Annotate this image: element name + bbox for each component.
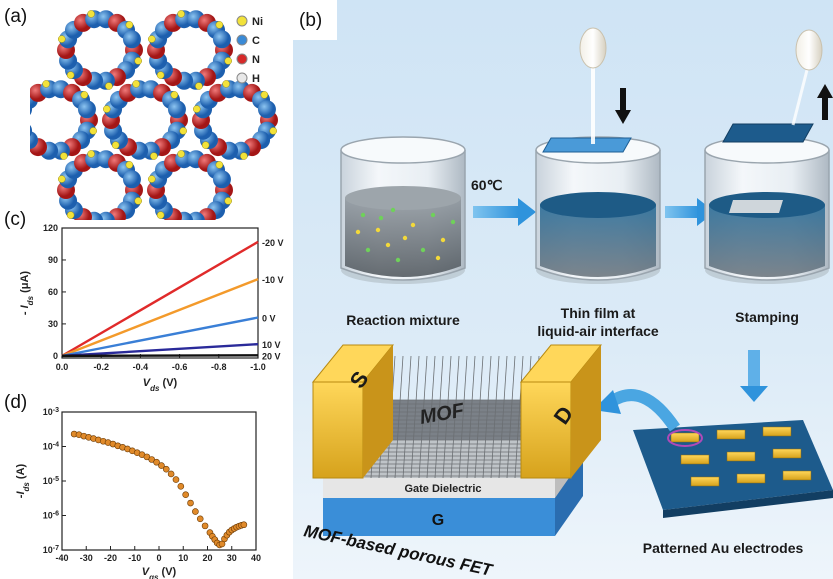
data-point [153,458,160,466]
electrodes-caption: Patterned Au electrodes [643,540,804,556]
chart-d-frame [61,411,257,551]
chart-d-xtick-label: -30 [80,553,93,563]
c-legend-marker [236,34,248,46]
gate-label: G [432,512,444,529]
chart-d-xtick-label: 10 [178,553,188,563]
reaction-caption: Reaction mixture [346,312,460,328]
c-legend-label: C [252,35,260,47]
label-box [293,0,337,40]
chart-c-xtick-label: -0.4 [133,362,149,372]
chart-d-ytick-label: 10-3 [43,407,59,418]
chart-c-xtick-label: -0.8 [211,362,227,372]
series-label-1: -10 V [262,275,284,285]
chart-d-xlabel: Vgs (V) [142,566,177,579]
film-caption-line1: Thin film at [561,305,636,321]
chart-c-ytick-label: 30 [48,319,58,329]
chart-d-xtick-label: -40 [55,553,68,563]
stamping-caption: Stamping [735,309,799,325]
chart-c-ylabel: - Ids (μA) [19,271,35,316]
data-point [177,483,185,490]
chart-d-xtick-label: 30 [227,553,237,563]
series-line-4 [61,354,259,358]
chart-c-xtick-label: -0.2 [93,362,109,372]
chart-c-xtick-label: -1.0 [250,362,266,372]
series-label-3: 10 V [262,340,281,350]
chart-c-xtick-label: 0.0 [56,362,69,372]
chart-d-xtick-label: 40 [251,553,261,563]
n-legend-label: N [252,54,260,66]
chart-c-xtick-label: -0.6 [172,362,188,372]
chart-d-ylabel: -Ids (A) [15,463,31,498]
temperature-label: 60℃ [471,177,503,193]
chart-d-xtick-label: 0 [156,553,161,563]
panel-label-b: (b) [299,10,322,31]
data-point [201,522,209,530]
fabrication-schematic: (b) Reaction mixture 60℃ Thin film at li… [293,0,833,579]
film-caption-line2: liquid-air interface [537,323,659,339]
n-legend-marker [236,53,248,65]
transfer-curve-chart: -40 -30 -20 -10 0 10 20 30 40 10-7 10-6 10-5 10-4 10-… [15,407,261,579]
series-label-2: 0 V [262,314,276,324]
data-point [196,515,204,523]
electrode-chip [633,420,833,518]
panel-label-a: (a) [4,6,28,27]
chart-d-xtick-label: -10 [128,553,141,563]
chart-c-xlabel: Vds (V) [143,377,178,393]
chart-d-ytick-label: 10-4 [43,441,59,452]
chart-c-ytick-label: 120 [43,223,58,233]
chart-c-frame [61,227,259,359]
heat-arrow [473,198,536,226]
data-point [182,491,189,499]
chart-d-xtick-label: 20 [202,553,212,563]
data-point [187,499,194,507]
series-line-3 [61,342,259,358]
ni-legend-label: Ni [252,16,263,28]
chart-d-ytick-label: 10-7 [43,545,59,556]
series-line-1 [61,278,259,357]
series-label-0: -20 V [262,238,284,248]
h-legend-label: H [252,73,260,85]
data-point [240,521,248,529]
panel-label-d: (d) [4,392,28,413]
chart-c-ytick-label: 60 [48,287,58,297]
data-point [162,465,170,473]
element-legend: Ni C N H [236,15,263,85]
chart-d-xtick-label: -20 [104,553,117,563]
iv-output-chart: 0.0 -0.2 -0.4 -0.6 -0.8 -1.0 0 30 60 90 120 -20 V -1… [19,223,284,393]
series-line-0 [61,240,259,357]
data-point [158,462,165,469]
h-legend-marker [236,72,248,84]
panel-label-c: (c) [4,209,27,230]
series-label-4: 20 V [262,351,281,361]
chart-c-ytick-label: 0 [53,351,58,361]
reaction-beaker [340,136,466,284]
data-point [172,476,180,483]
fet-device [311,344,603,536]
ni-legend-marker [236,15,248,27]
chart-c-ytick-label: 90 [48,255,58,265]
gate-dielectric-label: Gate Dielectric [404,483,481,495]
down-arrow [740,350,768,402]
mof-structure-image [30,10,278,220]
data-point [167,470,175,478]
film-beaker [535,27,661,284]
curved-arrow [607,389,680,432]
data-point [192,508,199,515]
chart-d-ytick-label: 10-6 [43,510,59,521]
chart-d-ytick-label: 10-5 [43,476,59,487]
series-line-2 [61,316,259,358]
stamping-beaker [704,29,833,284]
